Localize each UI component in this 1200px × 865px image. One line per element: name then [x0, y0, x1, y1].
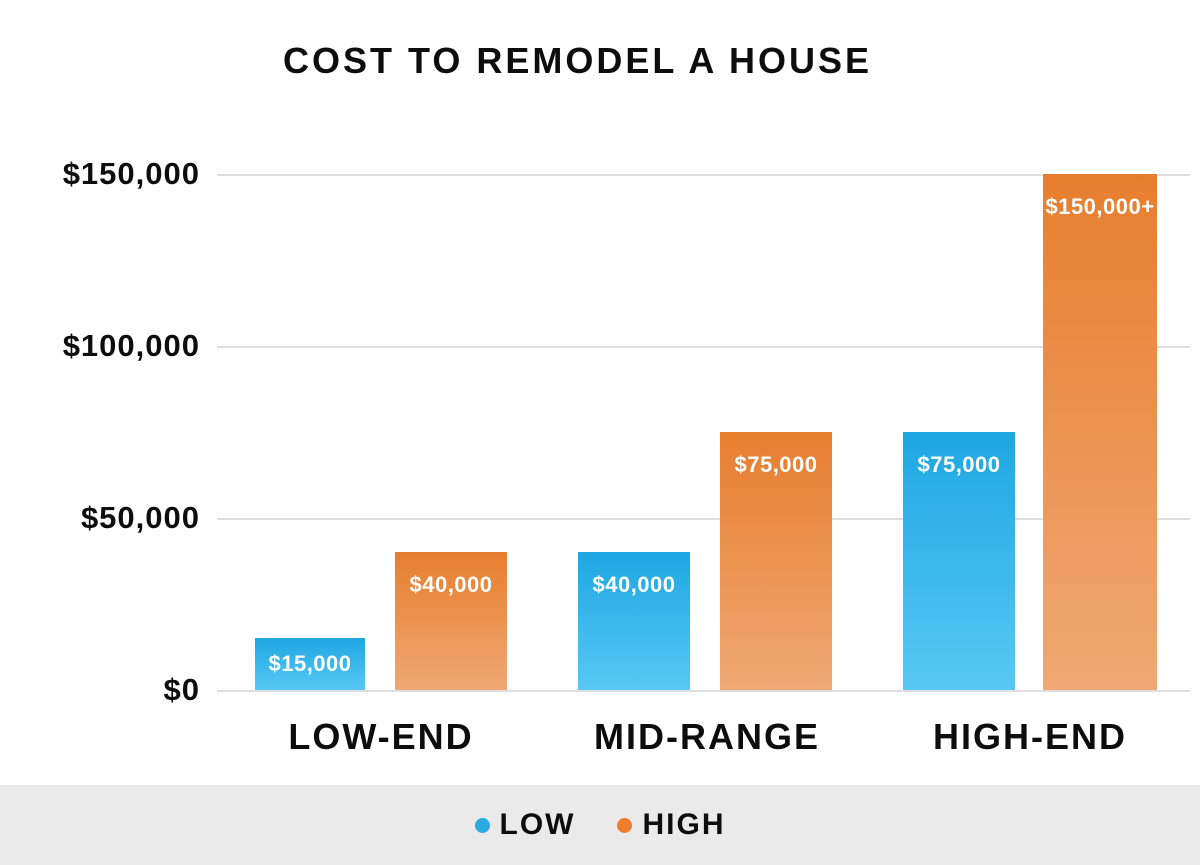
gridline-0: [217, 690, 1190, 692]
bar-value-label: $75,000: [734, 452, 818, 477]
legend-item-high: HIGH: [617, 808, 725, 842]
bar-value-label: $75,000: [917, 452, 1001, 477]
category-label-highend: HIGH-END: [933, 716, 1127, 757]
bar-value-label: $40,000: [592, 572, 676, 597]
bar-high-highend: $150,000+: [1043, 174, 1157, 690]
bar-value-label: $150,000+: [1045, 194, 1155, 219]
bar-high-lowend: $40,000: [395, 552, 507, 690]
chart-title: COST TO REMODEL A HOUSE: [282, 40, 873, 81]
category-label-lowend: LOW-END: [288, 716, 474, 757]
legend-label-high: HIGH: [642, 808, 726, 841]
y-tick-0: $0: [163, 672, 200, 707]
y-tick-100000: $100,000: [62, 328, 200, 363]
gridline-100000: [217, 346, 1190, 348]
legend: LOW HIGH: [0, 785, 1200, 865]
legend-label-low: LOW: [499, 808, 576, 841]
gridline-150000: [217, 174, 1190, 176]
bar-low-lowend: $15,000: [255, 638, 365, 690]
y-tick-150000: $150,000: [62, 156, 200, 191]
bar-value-label: $15,000: [268, 651, 352, 676]
bar-low-highend: $75,000: [903, 432, 1015, 690]
gridline-50000: [217, 518, 1190, 520]
bar-high-midrange: $75,000: [720, 432, 832, 690]
bar-value-label: $40,000: [409, 572, 493, 597]
bar-low-midrange: $40,000: [578, 552, 690, 690]
legend-item-low: LOW: [474, 808, 576, 842]
legend-dot-high-icon: [617, 817, 633, 833]
y-tick-50000: $50,000: [80, 500, 200, 535]
category-label-midrange: MID-RANGE: [594, 716, 820, 757]
legend-dot-low-icon: [474, 817, 490, 833]
